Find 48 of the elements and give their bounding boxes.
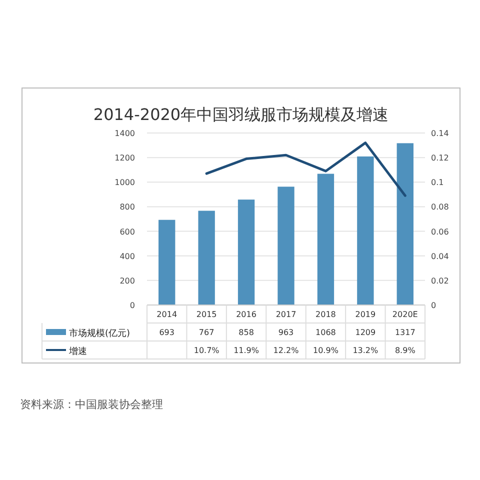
y2-tick-label: 0.06: [431, 227, 449, 236]
data-label: 8.9%: [394, 346, 416, 355]
y2-tick-label: 0.04: [431, 252, 449, 261]
y2-tick-label: 0.08: [431, 202, 449, 212]
bar: [238, 200, 255, 305]
x-tick-label: 2016: [236, 310, 256, 319]
bar: [198, 210, 215, 305]
bar: [396, 143, 414, 305]
data-label: 13.2%: [352, 346, 379, 355]
text: 资料来源：中国服装协会整理: [20, 398, 163, 411]
bar: [357, 156, 374, 305]
x-tick-label: 2018: [316, 310, 336, 319]
data-label: 11.9%: [234, 346, 260, 355]
data-label: 1209: [355, 328, 376, 337]
bar: [158, 220, 176, 305]
bar: [278, 186, 294, 305]
x-tick-label: 2017: [276, 310, 296, 319]
data-label: 1317: [394, 328, 416, 337]
y-tick-label: 1200: [114, 154, 135, 163]
y-tick-label: 600: [120, 227, 135, 236]
y2-tick-label: 0: [431, 301, 436, 310]
y-tick-label: 1000: [114, 178, 135, 188]
data-label: 693: [159, 328, 174, 337]
data-label: 12.2%: [273, 346, 300, 355]
y-tick-label: 200: [120, 276, 135, 286]
data-label: 10.9%: [313, 346, 339, 355]
legend-label: 增速: [68, 346, 87, 357]
y-tick-label: 400: [120, 252, 135, 261]
legend-label: 市场规模(亿元): [69, 328, 130, 339]
y2-tick-label: 0.1: [431, 178, 444, 188]
y-tick-label: 1400: [114, 129, 135, 138]
y-tick-label: 800: [120, 202, 135, 212]
x-tick-label: 2020E: [392, 310, 418, 319]
x-tick-label: 2014: [156, 310, 178, 319]
data-label: 767: [198, 328, 214, 337]
chart-title: 2014-2020年中国羽绒服市场规模及增速: [93, 105, 389, 124]
x-tick-label: 2015: [196, 310, 217, 319]
data-label: 858: [238, 328, 254, 337]
y2-tick-label: 0.02: [431, 276, 449, 286]
data-label: 1068: [316, 328, 336, 337]
y2-tick-label: 0.14: [431, 129, 449, 138]
line-series: [205, 142, 406, 197]
y2-tick-label: 0.12: [431, 154, 449, 163]
x-tick-label: 2019: [355, 310, 376, 319]
data-label: 10.7%: [194, 346, 220, 355]
bar: [317, 174, 334, 305]
y-tick-label: 0: [130, 301, 135, 310]
data-label: 963: [278, 328, 294, 337]
